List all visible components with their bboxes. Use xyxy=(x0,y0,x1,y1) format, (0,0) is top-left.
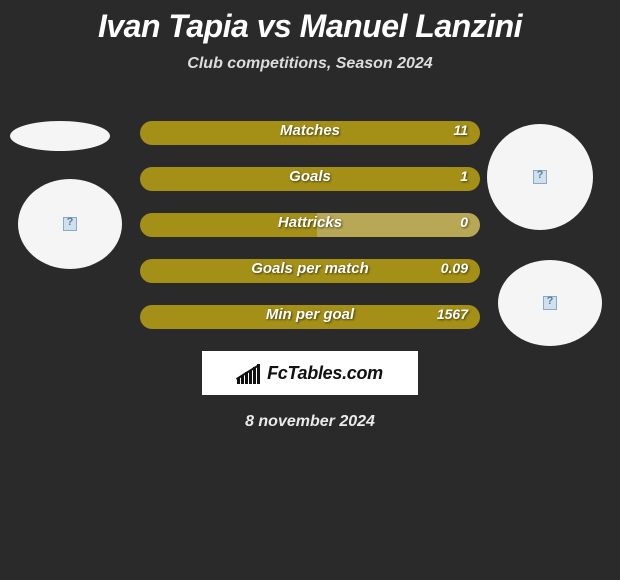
page-title: Ivan Tapia vs Manuel Lanzini xyxy=(0,0,620,45)
placeholder-image-icon xyxy=(63,217,77,231)
stat-bar: Goals1 xyxy=(140,167,480,191)
stat-bar-seg-right xyxy=(317,213,480,237)
placeholder-image-icon xyxy=(543,296,557,310)
brand-box: FcTables.com xyxy=(202,351,418,395)
placeholder-image-icon xyxy=(533,170,547,184)
stat-bar: Matches11 xyxy=(140,121,480,145)
brand-text: FcTables.com xyxy=(267,363,383,384)
player2-photo-main xyxy=(498,260,602,346)
stat-bar: Goals per match0.09 xyxy=(140,259,480,283)
stat-bars: Matches11 Goals1 Hattricks0 Goals per match… xyxy=(140,121,480,329)
stat-bar: Hattricks0 xyxy=(140,213,480,237)
stat-bar-seg-left xyxy=(140,259,480,283)
player1-photo-top xyxy=(10,121,110,151)
player2-photo-top xyxy=(487,124,593,230)
date-line: 8 november 2024 xyxy=(0,413,620,431)
stat-bar-seg-left xyxy=(140,121,480,145)
brand-chart-icon xyxy=(237,362,263,384)
subtitle: Club competitions, Season 2024 xyxy=(0,55,620,73)
stat-bar-seg-left xyxy=(140,305,480,329)
stat-bar-seg-left xyxy=(140,213,317,237)
stat-bar: Min per goal1567 xyxy=(140,305,480,329)
player1-photo-main xyxy=(18,179,122,269)
stat-bar-seg-left xyxy=(140,167,480,191)
